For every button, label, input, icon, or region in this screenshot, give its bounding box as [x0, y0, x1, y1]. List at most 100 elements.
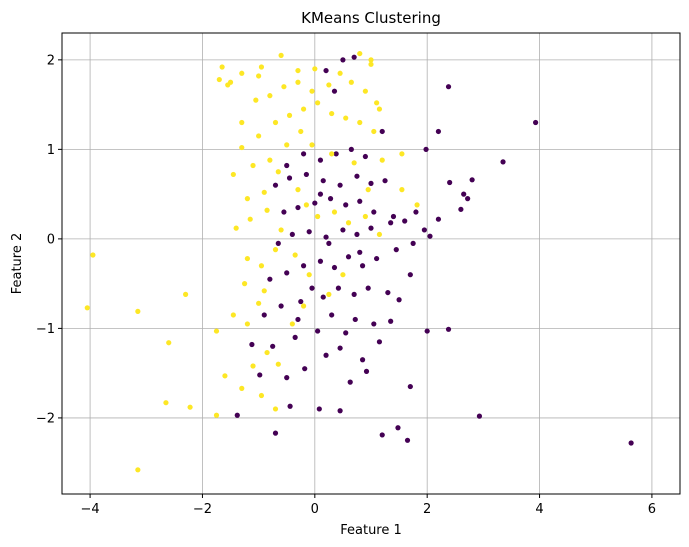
cluster-0-point: [388, 318, 394, 324]
cluster-0-point: [323, 67, 329, 74]
cluster-1-point: [275, 361, 281, 367]
cluster-0-point: [270, 343, 276, 349]
cluster-0-point: [363, 368, 370, 374]
cluster-0-point: [445, 326, 452, 332]
cluster-1-point: [295, 79, 301, 85]
cluster-0-point: [404, 437, 411, 443]
cluster-0-point: [465, 196, 471, 202]
cluster-1-point: [368, 57, 374, 63]
cluster-0-point: [303, 171, 309, 178]
cluster-1-point: [306, 272, 312, 278]
cluster-1-point: [272, 406, 279, 412]
cluster-0-point: [410, 240, 416, 246]
y-axis-label: Feature 2: [10, 233, 25, 295]
cluster-1-point: [241, 281, 248, 287]
cluster-1-point: [368, 61, 374, 67]
cluster-0-point: [272, 430, 279, 436]
cluster-1-point: [163, 400, 169, 406]
cluster-1-point: [216, 76, 222, 83]
cluster-1-point: [309, 88, 315, 94]
cluster-1-point: [292, 252, 298, 258]
cluster-0-point: [289, 231, 295, 238]
cluster-1-point: [399, 187, 405, 193]
cluster-1-point: [326, 291, 332, 297]
cluster-0-point: [427, 233, 433, 239]
cluster-1-point: [337, 70, 343, 76]
y-tick-label: −1: [36, 322, 55, 337]
cluster-0-point: [316, 406, 322, 412]
plot-frame: [61, 32, 681, 495]
cluster-1-point: [239, 119, 245, 126]
cluster-0-point: [284, 375, 290, 381]
cluster-1-point: [275, 169, 281, 175]
cluster-0-point: [326, 240, 332, 246]
cluster-1-point: [135, 467, 141, 473]
cluster-1-point: [253, 97, 259, 103]
cluster-0-point: [368, 225, 374, 231]
cluster-1-point: [256, 133, 262, 139]
cluster-1-point: [309, 142, 315, 148]
cluster-1-point: [295, 187, 301, 193]
cluster-1-point: [329, 151, 335, 157]
cluster-0-point: [337, 345, 343, 351]
cluster-0-point: [500, 159, 506, 165]
cluster-0-point: [327, 196, 334, 202]
cluster-0-point: [379, 432, 385, 438]
cluster-0-point: [445, 84, 452, 90]
cluster-0-point: [333, 151, 339, 157]
cluster-0-point: [317, 191, 324, 197]
y-tick-label: 0: [47, 232, 55, 247]
cluster-0-point: [337, 408, 343, 414]
cluster-0-point: [315, 328, 321, 334]
cluster-0-point: [359, 357, 366, 363]
cluster-1-point: [315, 213, 321, 220]
y-axis-ticks: −2 −1 0 1 2: [36, 53, 62, 426]
cluster-1-point: [376, 106, 383, 112]
cluster-1-point: [244, 255, 250, 262]
scatter-points: [84, 50, 634, 473]
cluster-1-point: [84, 305, 90, 311]
cluster-0-point: [359, 263, 366, 269]
cluster-1-point: [414, 202, 420, 208]
x-axis-ticks: −4 −2 0 2 4 6: [81, 494, 656, 517]
cluster-1-point: [258, 263, 265, 269]
cluster-0-point: [362, 153, 368, 160]
cluster-0-point: [275, 240, 281, 246]
cluster-1-point: [365, 187, 371, 193]
cluster-1-point: [250, 363, 256, 369]
cluster-0-point: [345, 254, 352, 260]
cluster-0-point: [337, 182, 343, 188]
cluster-1-point: [272, 247, 279, 253]
cluster-0-point: [317, 258, 324, 264]
cluster-0-point: [352, 316, 358, 323]
x-axis-label: Feature 1: [340, 523, 402, 538]
cluster-0-point: [312, 200, 318, 206]
cluster-0-point: [302, 366, 308, 372]
cluster-1-point: [187, 404, 193, 410]
cluster-0-point: [320, 294, 326, 300]
cluster-0-point: [423, 146, 429, 152]
cluster-1-point: [213, 328, 220, 334]
cluster-1-point: [219, 64, 225, 70]
cluster-1-point: [230, 312, 236, 318]
cluster-1-point: [357, 119, 363, 126]
cluster-0-point: [317, 157, 324, 163]
cluster-1-point: [371, 128, 377, 135]
cluster-0-point: [267, 276, 273, 282]
cluster-0-point: [533, 119, 539, 126]
cluster-0-point: [295, 316, 301, 323]
cluster-1-point: [340, 272, 346, 278]
cluster-1-point: [374, 100, 380, 106]
cluster-1-point: [183, 291, 189, 297]
cluster-1-point: [272, 119, 279, 126]
cluster-1-point: [281, 84, 287, 90]
cluster-0-point: [300, 151, 307, 157]
cluster-1-point: [239, 144, 245, 151]
cluster-0-point: [390, 213, 397, 220]
cluster-1-point: [244, 321, 250, 327]
cluster-0-point: [306, 229, 312, 235]
cluster-0-point: [379, 128, 385, 135]
cluster-0-point: [323, 234, 329, 240]
cluster-0-point: [354, 173, 360, 179]
cluster-0-point: [286, 175, 293, 181]
